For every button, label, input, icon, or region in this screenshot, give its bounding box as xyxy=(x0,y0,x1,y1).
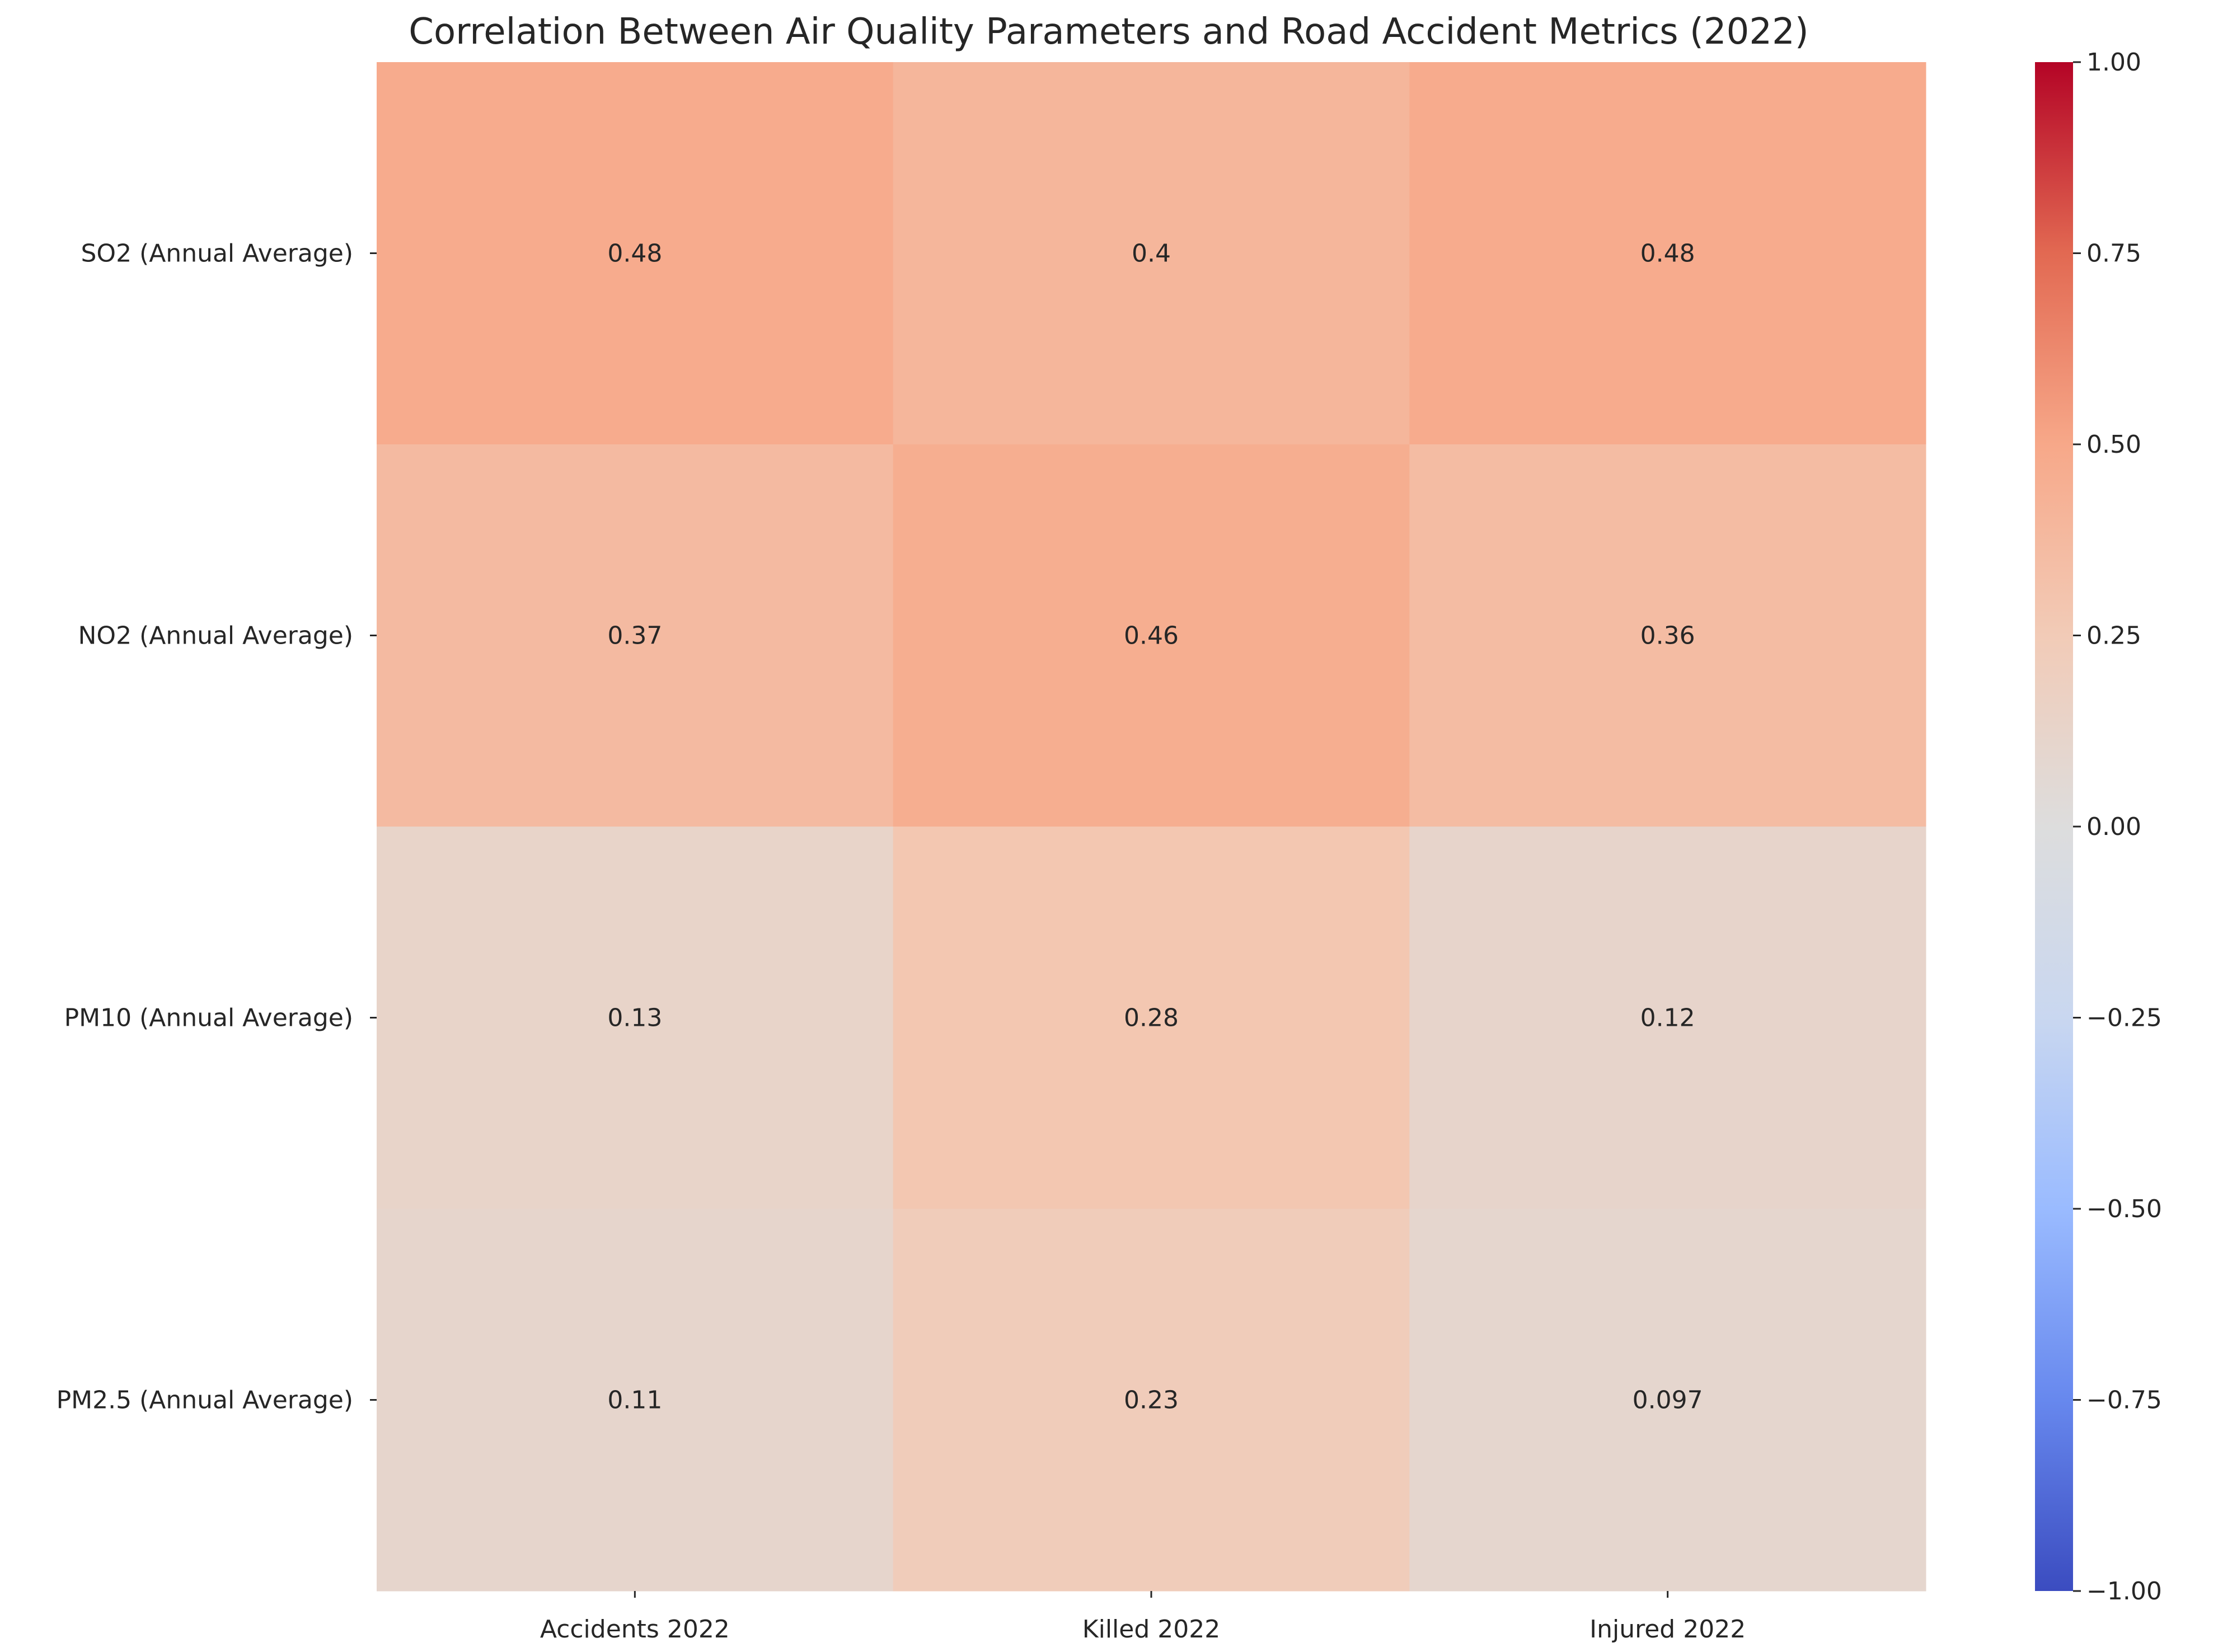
colorbar-gradient xyxy=(2035,62,2073,1591)
heatmap-cell xyxy=(1409,62,1926,445)
colorbar-tick-label: 0.50 xyxy=(2086,430,2141,459)
cell-value-label: 0.13 xyxy=(607,1004,662,1032)
column-tick-label: Injured 2022 xyxy=(1589,1615,1746,1644)
cell-value-label: 0.46 xyxy=(1124,622,1179,650)
colorbar-tick-label: −0.50 xyxy=(2086,1195,2162,1223)
row-tick-label: SO2 (Annual Average) xyxy=(81,240,354,268)
colorbar-tick-label: −0.25 xyxy=(2086,1004,2162,1032)
column-tick-label: Killed 2022 xyxy=(1082,1615,1221,1644)
colorbar-tick-label: 1.00 xyxy=(2086,48,2141,77)
heatmap-cells: 0.48 0.4 0.48 0.37 0.46 0.36 0.13 0.28 0.12 0.11 0… xyxy=(377,62,1926,1592)
column-tick-label: Accidents 2022 xyxy=(540,1615,730,1644)
cell-value-label: 0.48 xyxy=(1640,240,1695,268)
cell-value-label: 0.36 xyxy=(1640,622,1695,650)
heatmap-cell xyxy=(1409,1209,1926,1592)
heatmap-cell xyxy=(377,827,894,1209)
cell-value-label: 0.48 xyxy=(607,240,662,268)
heatmap-cell xyxy=(893,1209,1410,1592)
colorbar-ticks: 1.00 0.75 0.50 0.25 0.00 −0.25 −0.50 −0.75 −1.00 xyxy=(2073,48,2162,1606)
heatmap-cell xyxy=(377,444,894,827)
row-tick-label: PM2.5 (Annual Average) xyxy=(57,1386,353,1415)
heatmap-cell xyxy=(893,444,1410,827)
cell-value-label: 0.097 xyxy=(1633,1386,1703,1415)
heatmap-cell xyxy=(1409,444,1926,827)
colorbar: 1.00 0.75 0.50 0.25 0.00 −0.25 −0.50 −0.75 −1.00 xyxy=(2035,48,2162,1606)
heatmap-cell xyxy=(893,62,1410,445)
row-tick-label: NO2 (Annual Average) xyxy=(78,622,353,650)
cell-value-label: 0.4 xyxy=(1132,240,1171,268)
chart-title: Correlation Between Air Quality Paramete… xyxy=(409,11,1809,53)
heatmap-cell xyxy=(1409,827,1926,1209)
row-tick-label: PM10 (Annual Average) xyxy=(64,1004,353,1032)
colorbar-tick-label: −0.75 xyxy=(2086,1386,2162,1415)
cell-value-label: 0.12 xyxy=(1640,1004,1695,1032)
heatmap-cell xyxy=(377,62,894,445)
heatmap-cell xyxy=(893,827,1410,1209)
colorbar-tick-label: 0.00 xyxy=(2086,813,2141,841)
colorbar-tick-label: 0.25 xyxy=(2086,622,2141,650)
cell-value-label: 0.11 xyxy=(607,1386,662,1415)
column-labels: Accidents 2022 Killed 2022 Injured 2022 xyxy=(540,1591,1746,1644)
colorbar-tick-label: −1.00 xyxy=(2086,1577,2162,1606)
cell-value-label: 0.23 xyxy=(1124,1386,1179,1415)
cell-value-label: 0.28 xyxy=(1124,1004,1179,1032)
cell-value-label: 0.37 xyxy=(607,622,662,650)
row-labels: SO2 (Annual Average) NO2 (Annual Average)… xyxy=(57,240,377,1415)
heatmap-cell xyxy=(377,1209,894,1592)
colorbar-tick-label: 0.75 xyxy=(2086,240,2141,268)
